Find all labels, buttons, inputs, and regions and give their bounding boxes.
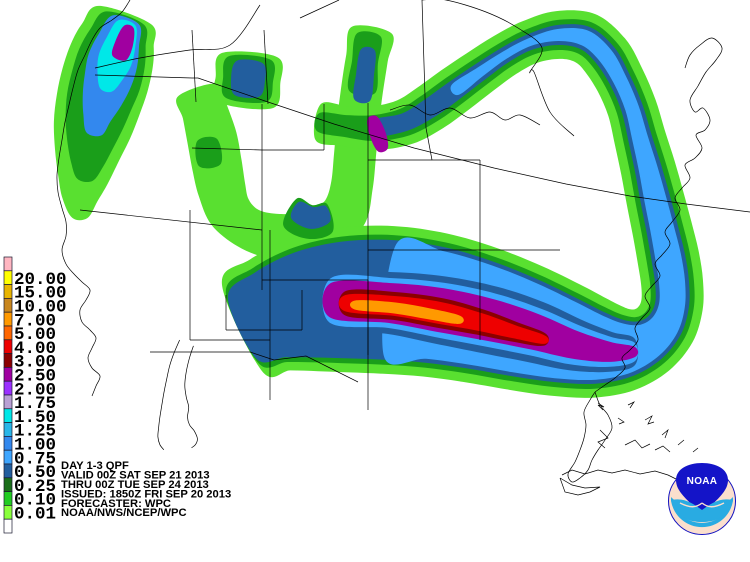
svg-text:NOAA/NWS/NCEP/WPC: NOAA/NWS/NCEP/WPC [61,507,187,519]
svg-text:NOAA: NOAA [687,476,718,487]
svg-text:0.01: 0.01 [14,505,56,525]
